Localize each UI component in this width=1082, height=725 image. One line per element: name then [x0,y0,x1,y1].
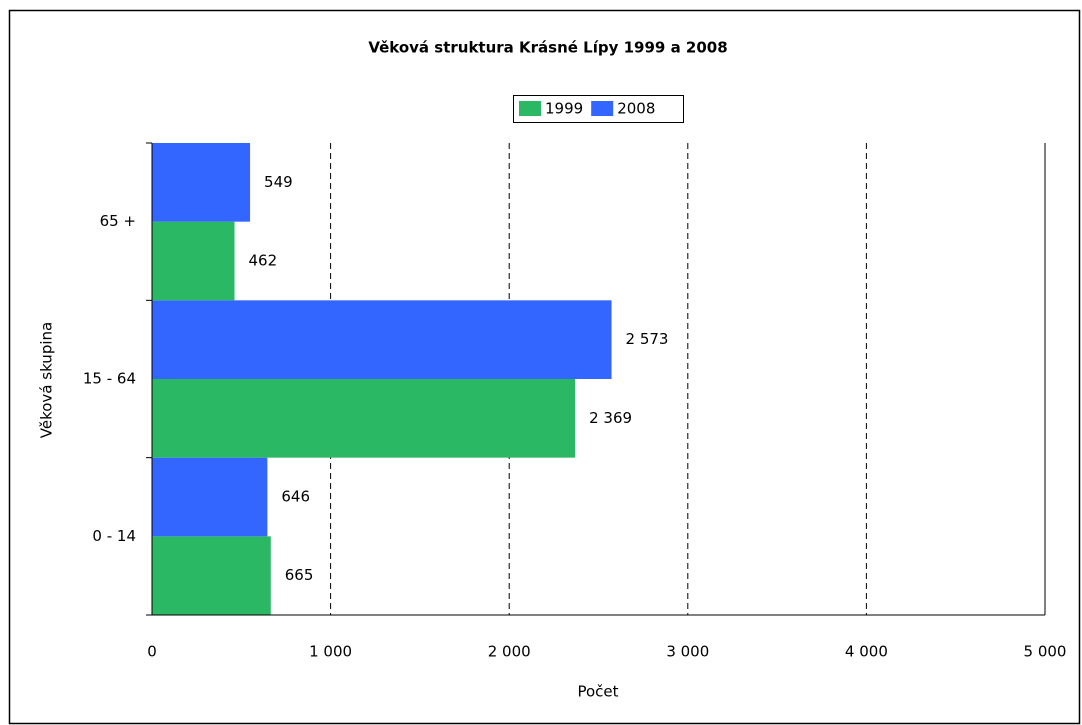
data-label: 665 [285,566,314,584]
y-axis-title: Věková skupina [38,322,56,438]
data-label: 646 [281,488,310,506]
legend-swatch [591,101,614,116]
bar [152,143,251,222]
bar [152,300,612,379]
legend-swatch [519,101,541,116]
data-label: 549 [264,173,293,191]
x-tick-label: 4 000 [845,643,888,661]
data-label: 2 573 [626,330,669,348]
x-tick-label: 3 000 [666,643,709,661]
legend-label: 1999 [545,100,583,118]
data-label: 2 369 [589,409,632,427]
x-axis-title: Počet [577,683,618,701]
x-tick-label: 2 000 [488,643,531,661]
bar [152,457,268,537]
bar [152,221,235,301]
bar [152,379,576,458]
legend-label: 2008 [617,100,655,118]
y-tick-label: 65 + [100,212,136,230]
chart-title: Věková struktura Krásné Lípy 1999 a 2008 [368,39,727,57]
x-tick-label: 1 000 [309,643,352,661]
x-tick-label: 0 [147,643,157,661]
x-tick-label: 5 000 [1024,643,1067,661]
data-label: 462 [249,252,278,270]
y-tick-label: 0 - 14 [92,527,136,545]
bar [152,536,271,615]
y-tick-label: 15 - 64 [83,370,136,388]
